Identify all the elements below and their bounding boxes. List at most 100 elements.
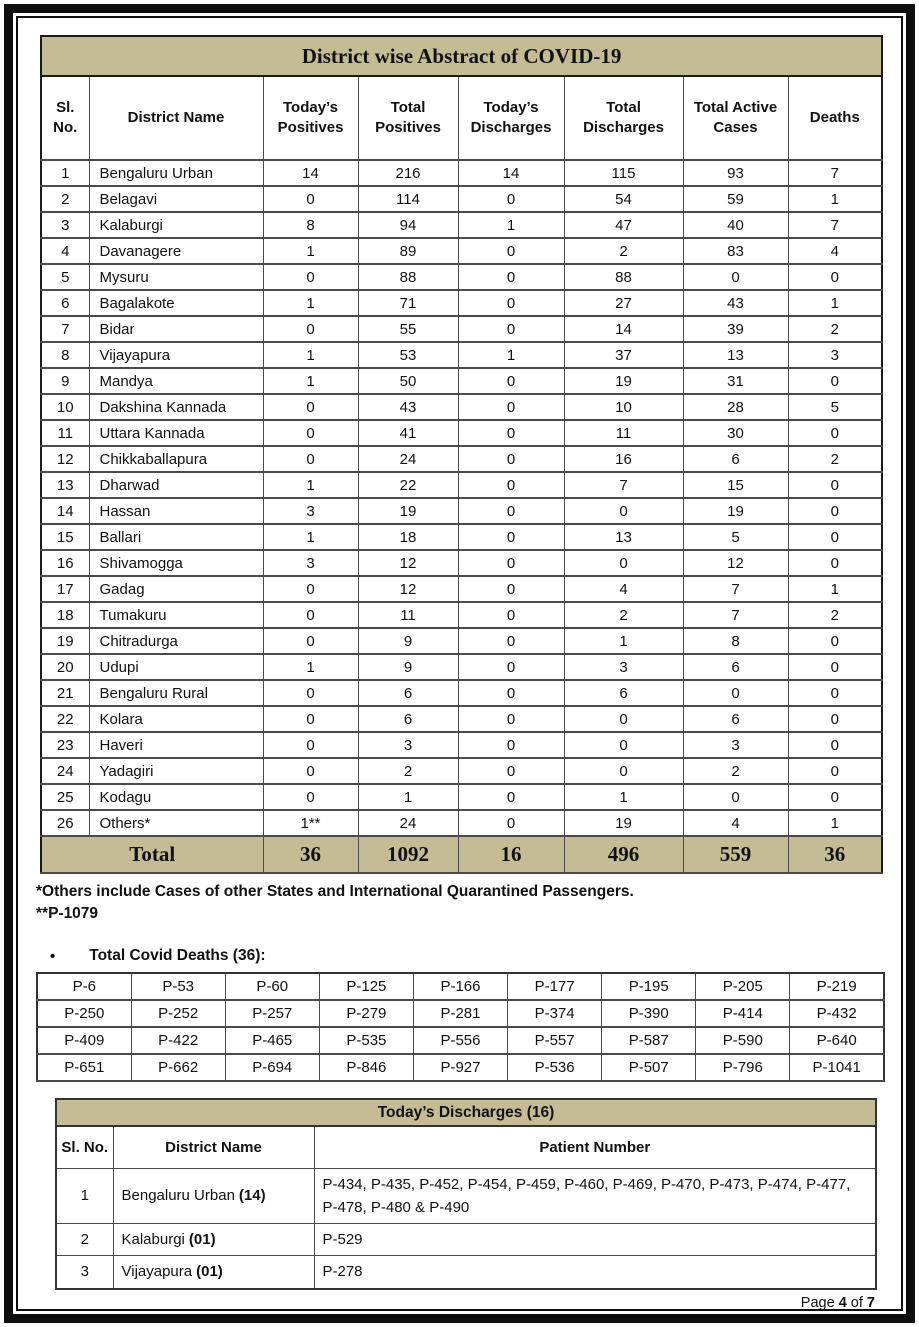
total-row: Total 36 1092 16 496 559 36: [40, 835, 883, 874]
district-row: 20 Udupi 1 9 0 3 6 0: [40, 653, 883, 681]
district-name-cell: Kodagu: [88, 783, 264, 811]
district-name-cell: Chikkaballapura: [88, 445, 264, 473]
death-patient-id-cell: P-166: [412, 972, 509, 1001]
value-cell: 43: [682, 289, 789, 317]
district-row: 26 Others* 1** 24 0 19 4 1: [40, 809, 883, 837]
district-name-cell: Yadagiri: [88, 757, 264, 785]
value-cell: 5: [682, 523, 789, 551]
value-cell: 3: [262, 497, 359, 525]
death-patient-id-cell: P-796: [695, 1053, 791, 1082]
value-cell: 83: [682, 237, 789, 265]
discharge-district-cell: Kalaburgi (01): [112, 1222, 315, 1257]
value-cell: 16: [563, 445, 684, 473]
value-cell: 28: [682, 393, 789, 421]
discharges-title: Today’s Discharges (16): [55, 1098, 877, 1127]
death-patient-id-cell: P-557: [507, 1026, 603, 1055]
district-name-cell: Hassan: [88, 497, 264, 525]
discharge-row: 3 Vijayapura (01) P-278: [55, 1255, 877, 1289]
value-cell: 0: [787, 263, 883, 291]
value-cell: 11: [357, 601, 459, 629]
death-patient-id-cell: P-465: [224, 1026, 320, 1055]
discharges-header-district: District Name: [112, 1125, 315, 1169]
deaths-heading-label: Total Covid Deaths (36):: [89, 947, 266, 964]
death-patient-id-cell: P-422: [130, 1026, 226, 1055]
value-cell: 71: [357, 289, 459, 317]
value-cell: 93: [682, 159, 789, 187]
page-number-of: of: [850, 1294, 863, 1311]
column-header-todays-discharges: Today’s Discharges: [457, 75, 565, 161]
death-patient-id-cell: P-195: [601, 972, 697, 1001]
death-patient-id-cell: P-281: [412, 999, 509, 1028]
district-name-cell: Chitradurga: [88, 627, 264, 655]
value-cell: 0: [457, 419, 565, 447]
value-cell: 12: [357, 549, 459, 577]
value-cell: 0: [787, 627, 883, 655]
value-cell: 0: [262, 185, 359, 213]
value-cell: 0: [262, 419, 359, 447]
value-cell: 2: [787, 601, 883, 629]
value-cell: 4: [563, 575, 684, 603]
value-cell: 0: [457, 601, 565, 629]
value-cell: 0: [457, 471, 565, 499]
value-cell: 0: [787, 783, 883, 811]
deaths-row: P-409 P-422 P-465 P-535 P-556 P-557 P-587 P-590…: [36, 1026, 885, 1055]
district-name-cell: Ballari: [88, 523, 264, 551]
value-cell: 24: [357, 445, 459, 473]
value-cell: 1: [357, 783, 459, 811]
district-name-cell: Mysuru: [88, 263, 264, 291]
value-cell: 0: [262, 315, 359, 343]
value-cell: 1: [262, 237, 359, 265]
value-cell: 27: [563, 289, 684, 317]
value-cell: 1: [40, 159, 90, 187]
district-row: 6 Bagalakote 1 71 0 27 43 1: [40, 289, 883, 317]
value-cell: 0: [457, 445, 565, 473]
death-patient-id-cell: P-662: [130, 1053, 226, 1082]
death-patient-id-cell: P-219: [789, 972, 885, 1001]
value-cell: 6: [682, 705, 789, 733]
value-cell: 21: [40, 679, 90, 707]
value-cell: 37: [563, 341, 684, 369]
value-cell: 0: [787, 549, 883, 577]
value-cell: 0: [787, 497, 883, 525]
value-cell: 24: [357, 809, 459, 837]
value-cell: 0: [457, 653, 565, 681]
value-cell: 0: [457, 731, 565, 759]
table-title: District wise Abstract of COVID-19: [40, 35, 883, 77]
value-cell: 1: [457, 211, 565, 239]
value-cell: 7: [787, 211, 883, 239]
value-cell: 0: [563, 731, 684, 759]
page-number: Page 4 of 7: [30, 1294, 875, 1311]
district-name-cell: Vijayapura: [88, 341, 264, 369]
value-cell: 0: [262, 731, 359, 759]
value-cell: 11: [563, 419, 684, 447]
value-cell: 0: [682, 679, 789, 707]
district-name-cell: Dakshina Kannada: [88, 393, 264, 421]
district-row: 18 Tumakuru 0 11 0 2 7 2: [40, 601, 883, 629]
value-cell: 19: [682, 497, 789, 525]
death-patient-id-cell: P-432: [789, 999, 885, 1028]
value-cell: 9: [357, 627, 459, 655]
value-cell: 0: [457, 627, 565, 655]
district-name-cell: Belagavi: [88, 185, 264, 213]
discharge-sl-no-cell: 2: [55, 1222, 114, 1257]
district-row: 25 Kodagu 0 1 0 1 0 0: [40, 783, 883, 811]
value-cell: 88: [357, 263, 459, 291]
value-cell: 14: [457, 159, 565, 187]
value-cell: 0: [457, 185, 565, 213]
district-row: 9 Mandya 1 50 0 19 31 0: [40, 367, 883, 395]
value-cell: 1**: [262, 809, 359, 837]
discharge-district-count: (01): [196, 1263, 223, 1281]
value-cell: 2: [563, 237, 684, 265]
value-cell: 3: [563, 653, 684, 681]
district-name-cell: Others*: [88, 809, 264, 837]
district-row: 24 Yadagiri 0 2 0 0 2 0: [40, 757, 883, 785]
value-cell: 3: [682, 731, 789, 759]
discharge-district-cell: Vijayapura (01): [112, 1255, 315, 1289]
value-cell: 0: [457, 705, 565, 733]
column-header-row: Sl. No. District Name Today’s Positives …: [40, 75, 883, 161]
value-cell: 1: [787, 809, 883, 837]
total-active-cases: 559: [682, 835, 789, 874]
district-row: 12 Chikkaballapura 0 24 0 16 6 2: [40, 445, 883, 473]
value-cell: 11: [40, 419, 90, 447]
value-cell: 7: [682, 575, 789, 603]
